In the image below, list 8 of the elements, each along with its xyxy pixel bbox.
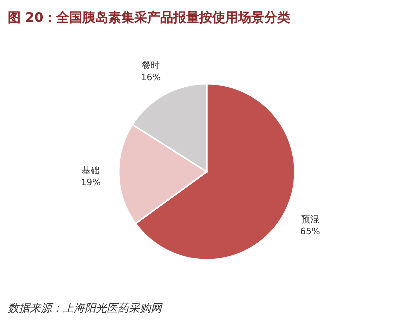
source-note: 数据来源：上海阳光医药采购网 bbox=[8, 302, 163, 315]
slice-label: 基础 bbox=[82, 166, 100, 177]
title: 图 20：全国胰岛素集采产品报量按使用场景分类 bbox=[8, 11, 291, 26]
slice-label: 预混 bbox=[301, 214, 320, 226]
data-label: 65% bbox=[300, 228, 321, 238]
data-label: 19% bbox=[81, 178, 102, 189]
data-label: 16% bbox=[141, 73, 162, 84]
slice-label: 餐时 bbox=[142, 60, 160, 72]
